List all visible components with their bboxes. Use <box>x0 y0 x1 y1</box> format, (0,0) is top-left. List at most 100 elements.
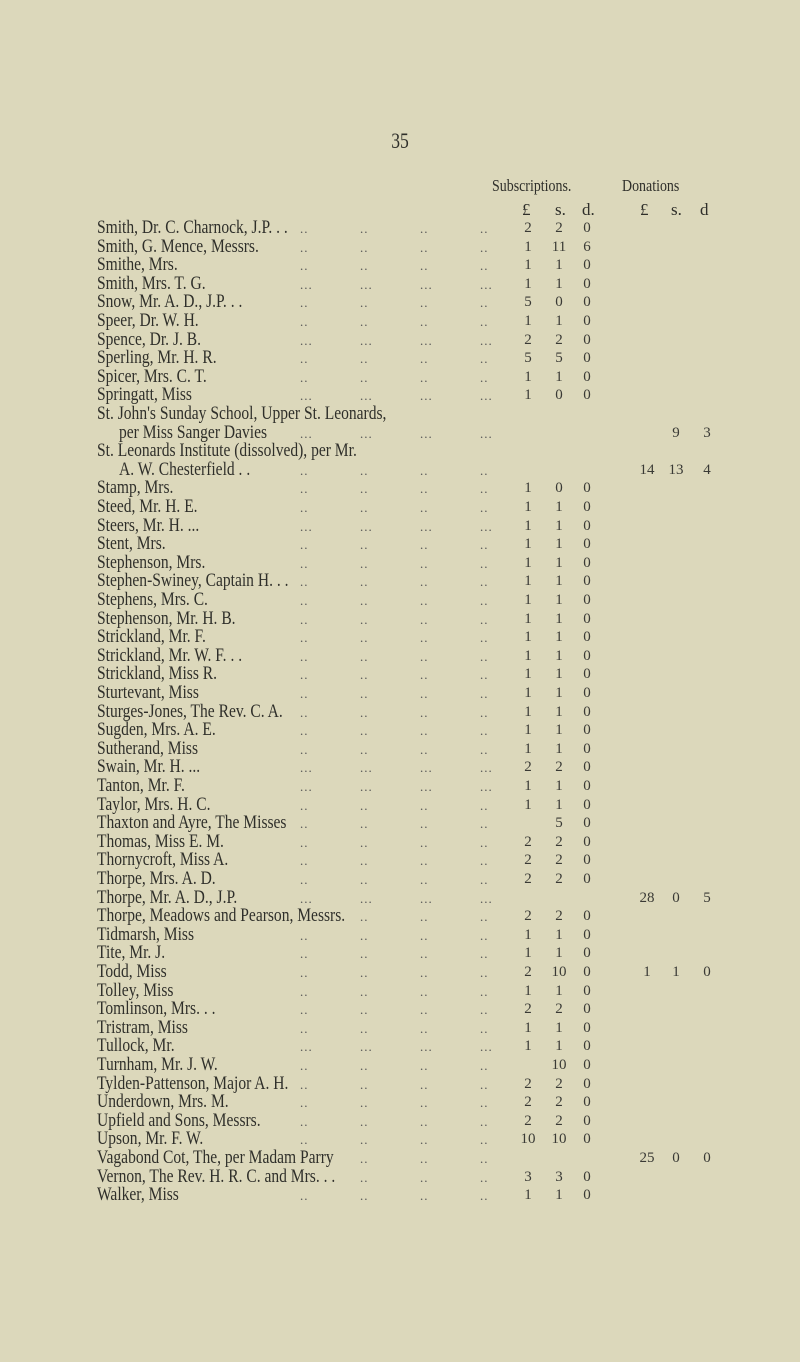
donation-pounds: 1 <box>643 964 651 980</box>
list-item: Underdown, Mrs. M......... 2 2 0 <box>97 1093 737 1112</box>
subscriber-name: Tite, Mr. J. <box>97 943 166 964</box>
subscription-pence: 0 <box>583 964 591 980</box>
subscription-pence: 0 <box>583 387 591 404</box>
leader-dots: .. <box>300 555 309 571</box>
leader-dots: .. <box>300 258 309 274</box>
subscription-pence: 0 <box>583 517 591 534</box>
subscription-pence: 0 <box>583 852 591 869</box>
leader-dots: .. <box>300 723 309 739</box>
subscription-pence: 0 <box>583 740 591 757</box>
donation-pence: 0 <box>703 964 711 980</box>
leader-dots: .. <box>300 927 309 943</box>
leader-dots: .. <box>360 1188 369 1204</box>
donation-pence: 0 <box>703 1150 711 1166</box>
subscriber-name: Tristram, Miss <box>97 1017 188 1038</box>
subscription-pence: 0 <box>583 1131 591 1148</box>
leader-dots: .. <box>300 797 309 813</box>
leader-dots: .. <box>360 481 369 497</box>
leader-dots: .. <box>480 1188 489 1204</box>
subscription-pence: 0 <box>583 1057 591 1073</box>
leader-dots: .. <box>300 946 309 962</box>
leader-dots: .. <box>300 1076 309 1092</box>
leader-dots: .. <box>420 1095 429 1111</box>
subscription-shillings: 2 <box>555 908 563 925</box>
leader-dots: .. <box>480 686 489 701</box>
list-item: Upson, Mr. F. W......... 10 10 0 <box>97 1130 737 1149</box>
list-item: Sturges-Jones, The Rev. C. A......... 1 1 0 <box>97 702 737 722</box>
subscription-pence: 0 <box>583 815 591 832</box>
subscription-pence: 0 <box>583 926 591 943</box>
subscription-shillings: 2 <box>555 1094 563 1111</box>
leader-dots: .. <box>420 500 429 515</box>
list-item: Speer, Dr. W. H......... 1 1 0 <box>97 312 737 331</box>
subscription-pounds: 2 <box>524 1075 532 1092</box>
leader-dots: .. <box>300 1095 309 1111</box>
list-item: Snow, Mr. A. D., J.P. . ......... 5 0 0 <box>97 293 737 312</box>
leader-dots: .. <box>420 723 429 739</box>
leader-dots: .. <box>300 686 309 701</box>
subscription-pence: 0 <box>583 313 591 329</box>
donation-pounds: 28 <box>639 889 655 906</box>
subscriber-name: Strickland, Mr. W. F. . . <box>97 645 243 666</box>
subscription-pence: 0 <box>583 629 591 646</box>
leader-dots: ... <box>420 1039 433 1055</box>
leader-dots: .. <box>420 258 429 274</box>
leader-dots: .. <box>480 1058 489 1073</box>
subscription-shillings: 1 <box>555 1019 563 1036</box>
subscriber-name: Underdown, Mrs. M. <box>97 1092 229 1113</box>
leader-dots: ... <box>300 760 313 776</box>
subscription-shillings: 1 <box>555 703 563 720</box>
list-item: Tylden-Pattenson, Major A. H......... 2 2 0 <box>97 1074 737 1094</box>
leader-dots: .. <box>420 593 429 608</box>
subscription-pence: 0 <box>583 1168 591 1185</box>
leader-dots: .. <box>420 1113 429 1129</box>
leader-dots: .. <box>480 1132 489 1148</box>
leader-dots: .. <box>480 927 489 943</box>
leader-dots: ... <box>420 388 433 404</box>
leader-dots: .. <box>420 1169 429 1185</box>
subscription-pounds: 1 <box>524 982 532 999</box>
subscriber-name: Tullock, Mr. <box>97 1036 175 1057</box>
leader-dots: .. <box>480 741 489 757</box>
leader-dots: .. <box>360 1020 369 1036</box>
subscriber-name: Speer, Dr. W. H. <box>97 311 199 331</box>
subscription-pounds: 2 <box>524 852 532 869</box>
leader-dots: .. <box>420 1188 429 1204</box>
leader-dots: .. <box>300 593 309 608</box>
leader-dots: .. <box>360 593 369 608</box>
list-item: Smith, Mrs. T. G............. 1 1 0 <box>97 274 737 294</box>
subscription-shillings: 2 <box>555 833 563 850</box>
subscriber-name: Sperling, Mr. H. R. <box>97 348 217 369</box>
leader-dots: .. <box>300 574 309 590</box>
leader-dots: .. <box>360 500 369 515</box>
leader-dots: ... <box>360 890 373 906</box>
leader-dots: .. <box>300 872 309 887</box>
subscription-pence: 0 <box>583 1019 591 1036</box>
subscription-pounds: 1 <box>524 703 532 720</box>
list-item: Upfield and Sons, Messrs......... 2 2 0 <box>97 1111 737 1131</box>
subscription-shillings: 1 <box>555 610 563 627</box>
subscriber-name: Thorpe, Mrs. A. D. <box>97 869 216 889</box>
leader-dots: .. <box>420 630 429 646</box>
subscription-pounds: 1 <box>524 387 532 404</box>
leader-dots: .. <box>420 295 429 311</box>
subscription-pounds: 2 <box>524 1094 532 1111</box>
subscription-pounds: 2 <box>524 331 532 348</box>
subscriber-name: Springatt, Miss <box>97 385 192 406</box>
subscriber-name: Tomlinson, Mrs. . . <box>97 999 216 1020</box>
leader-dots: .. <box>300 481 309 497</box>
list-item: St. Leonards Institute (dissolved), per … <box>97 442 737 461</box>
leader-dots: .. <box>360 574 369 590</box>
leader-dots: .. <box>420 946 429 962</box>
donation-pounds: 14 <box>639 461 655 478</box>
leader-dots: .. <box>360 369 369 385</box>
leader-dots: .. <box>360 295 369 311</box>
subscriber-name: Todd, Miss <box>97 962 167 982</box>
leader-dots: .. <box>300 314 309 329</box>
subscription-pounds: 10 <box>520 1131 536 1148</box>
list-item: Thaxton and Ayre, The Misses........ 5 0 <box>97 814 737 833</box>
leader-dots: .. <box>420 1132 429 1148</box>
subscription-shillings: 1 <box>555 368 563 385</box>
subscriber-name: Strickland, Miss R. <box>97 664 218 685</box>
subscription-shillings: 1 <box>555 517 563 534</box>
